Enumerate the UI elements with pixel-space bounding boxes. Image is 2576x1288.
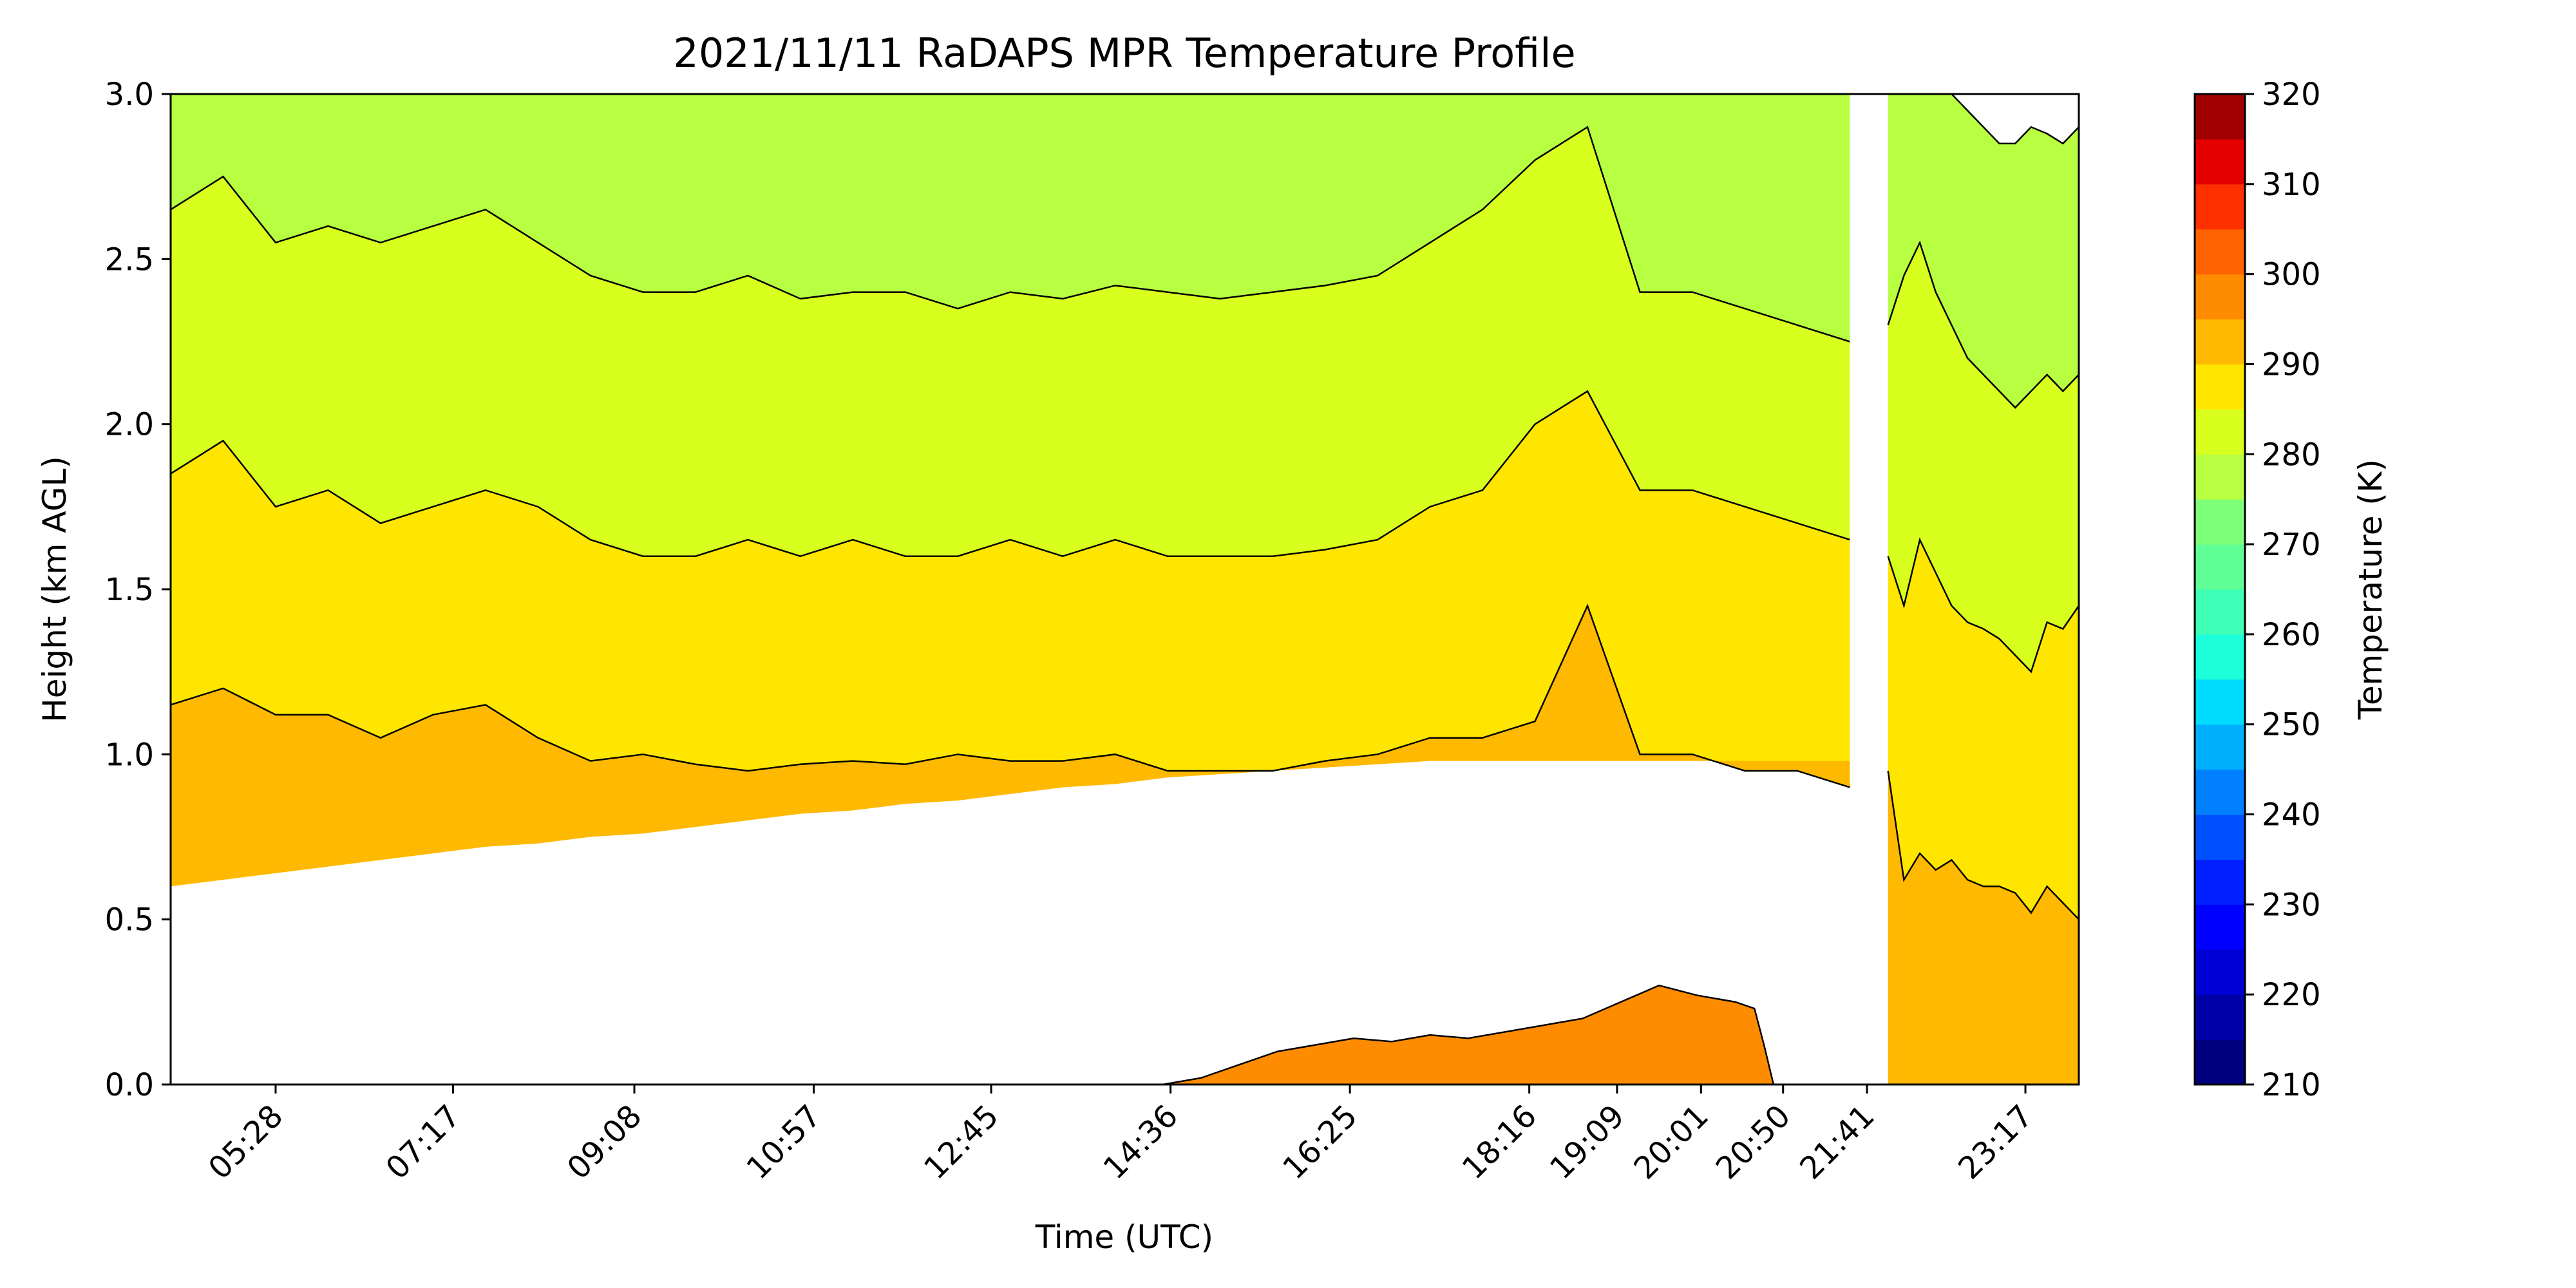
plot-area [169, 93, 2080, 1086]
colorbar-tick-label: 320 [2262, 77, 2321, 113]
y-tick-label: 3.0 [105, 77, 154, 113]
y-tick-label: 1.5 [105, 572, 154, 608]
x-tick-label: 20:50 [1709, 1098, 1797, 1186]
colorbar-level-210 [2195, 1039, 2245, 1085]
x-tick-label: 16:25 [1276, 1098, 1364, 1186]
colorbar-level-230 [2195, 859, 2245, 905]
colorbar-label: Temperature (K) [2352, 459, 2389, 720]
postgap-285-290K [1888, 540, 2079, 920]
x-tick-label: 14:36 [1097, 1098, 1185, 1186]
x-axis: 05:28 07:17 09:08 10:57 12:45 14:36 16:25 18:16… [202, 1084, 2040, 1186]
y-axis-label: Height (km AGL) [36, 456, 73, 723]
colorbar-tick-label: 310 [2262, 167, 2321, 203]
x-tick-label: 12:45 [917, 1098, 1005, 1186]
band-285-290K [171, 391, 1850, 788]
postgap-275-280K [1888, 94, 2079, 408]
colorbar-level-290 [2195, 319, 2245, 365]
colorbar-level-275 [2195, 454, 2245, 500]
colorbar-level-270 [2195, 499, 2245, 545]
post-gap-region [1887, 93, 2080, 1084]
band-280-285K [171, 127, 1850, 556]
colorbar-frame [2193, 93, 2246, 1086]
x-tick-label: 21:41 [1793, 1098, 1881, 1186]
colorbar-tick-label: 280 [2262, 437, 2321, 473]
colorbar: 210 220 230 240 250 260 270 280 290 300 310 320 [2193, 77, 2321, 1103]
y-tick-label: 0.0 [105, 1067, 154, 1103]
colorbar-level-295 [2195, 274, 2245, 320]
colorbar-level-215 [2195, 994, 2245, 1040]
y-tick-label: 2.0 [105, 407, 154, 443]
colorbar-level-305 [2195, 184, 2245, 230]
colorbar-level-235 [2195, 814, 2245, 860]
surface-warm-layer [1162, 984, 1775, 1086]
temperature-bands [170, 94, 1850, 887]
colorbar-level-300 [2195, 229, 2245, 275]
isotherm-290K-line [170, 390, 1850, 558]
x-tick-label: 05:28 [202, 1098, 290, 1186]
colorbar-level-225 [2195, 904, 2245, 950]
chart-title: 2021/11/11 RaDAPS MPR Temperature Profil… [673, 30, 1575, 77]
colorbar-level-245 [2195, 724, 2245, 770]
colorbar-level-255 [2195, 634, 2245, 680]
colorbar-level-260 [2195, 589, 2245, 635]
x-tick-label: 23:17 [1951, 1098, 2040, 1186]
y-axis: 0.0 0.5 1.0 1.5 2.0 2.5 3.0 [105, 77, 171, 1103]
colorbar-tick-label: 290 [2262, 346, 2321, 383]
surface-layer-295-300K [1162, 984, 1775, 1086]
x-tick-label: 10:57 [740, 1098, 828, 1186]
colorbar-tick-label: 250 [2262, 707, 2321, 743]
x-tick-label: 18:16 [1455, 1098, 1544, 1186]
colorbar-tick-label: 270 [2262, 527, 2321, 563]
colorbar-tick-label: 220 [2262, 977, 2321, 1013]
postgap-280-285K-line [1887, 240, 2079, 409]
x-tick-label: 19:09 [1543, 1098, 1631, 1186]
x-tick-label: 07:17 [379, 1098, 468, 1186]
x-tick-label: 09:08 [560, 1098, 649, 1186]
isotherm-285K-line [170, 126, 1850, 343]
x-tick-label: 20:01 [1627, 1098, 1715, 1186]
postgap-290-295K [1888, 770, 2079, 1084]
band-275-280K [171, 94, 1850, 342]
y-tick-label: 2.5 [105, 242, 154, 278]
postgap-290-295K-line [1887, 770, 2079, 920]
colorbar-tick-label: 300 [2262, 257, 2321, 293]
band-290-295K [171, 605, 1850, 887]
colorbar-tick-label: 240 [2262, 797, 2321, 833]
colorbar-level-265 [2195, 544, 2245, 590]
colorbar-tick-label: 230 [2262, 887, 2321, 923]
x-axis-label: Time (UTC) [1035, 1218, 1213, 1256]
colorbar-level-280 [2195, 409, 2245, 455]
colorbar-level-220 [2195, 949, 2245, 995]
y-tick-label: 1.0 [105, 737, 154, 773]
colorbar-level-315 [2195, 94, 2245, 140]
colorbar-level-310 [2195, 138, 2245, 185]
y-tick-label: 0.5 [105, 902, 154, 938]
postgap-280-285K [1888, 242, 2079, 672]
isotherm-295K-line [170, 603, 1850, 788]
colorbar-level-285 [2195, 364, 2245, 410]
postgap-285-290K-line [1887, 537, 2080, 674]
colorbar-tick-label: 210 [2262, 1067, 2321, 1103]
colorbar-tick-label: 260 [2262, 617, 2321, 653]
colorbar-level-250 [2195, 679, 2245, 725]
colorbar-level-240 [2195, 769, 2245, 815]
